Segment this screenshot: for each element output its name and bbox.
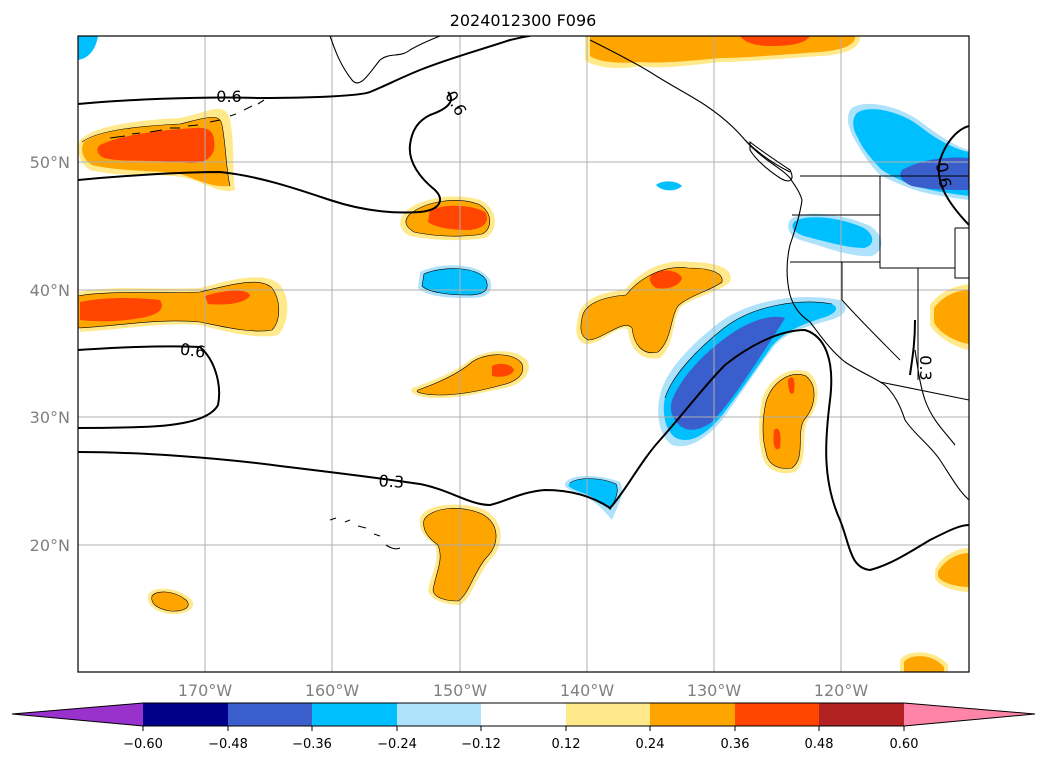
vancouver-island bbox=[749, 140, 793, 182]
bc-coast bbox=[744, 139, 803, 201]
lon-label: 130°W bbox=[687, 681, 742, 700]
map-frame bbox=[77, 35, 970, 673]
lat-label: 20°N bbox=[30, 536, 70, 555]
colorbar-segment bbox=[819, 703, 904, 726]
contour-06-loop bbox=[78, 91, 452, 214]
positive-anomaly-west-band-max bbox=[80, 298, 162, 322]
positive-anomaly-33n-max bbox=[492, 363, 514, 377]
box-east bbox=[954, 227, 969, 279]
negative-anomaly-small bbox=[656, 181, 682, 191]
colorbar-tick-label: 0.60 bbox=[890, 737, 919, 752]
positive-anomaly-north-max bbox=[740, 36, 810, 46]
alaska-panhandle bbox=[589, 39, 791, 173]
colorbar-low-extend bbox=[12, 703, 143, 726]
contour-label: 0.6 bbox=[179, 339, 207, 361]
colorbar-segment bbox=[312, 703, 397, 726]
alaska-coast bbox=[329, 36, 441, 84]
colorbar-segment bbox=[481, 703, 566, 726]
latitude-labels: 50°N 40°N 30°N 20°N bbox=[30, 153, 70, 555]
positive-anomaly-east-core bbox=[934, 290, 969, 344]
colorbar-tick-label: −0.48 bbox=[208, 737, 248, 752]
positive-anomaly-west-band-max2 bbox=[205, 290, 250, 305]
negative-anomaly-corner bbox=[78, 36, 98, 60]
positive-anomaly-38n-core bbox=[580, 267, 723, 353]
gridlines bbox=[78, 36, 969, 672]
colorbar-tick-label: −0.36 bbox=[292, 737, 332, 752]
contour-06-east bbox=[937, 125, 969, 226]
contour-lines bbox=[78, 36, 969, 572]
contour-06-south bbox=[78, 345, 221, 429]
colorbar-tick-label: −0.24 bbox=[377, 737, 417, 752]
positive-anomaly-bottom-core bbox=[904, 656, 944, 672]
colorbar-ticks bbox=[142, 726, 905, 731]
colorbar-segment bbox=[650, 703, 735, 726]
mexico-border bbox=[879, 381, 969, 401]
longitude-labels: 170°W 160°W 150°W 140°W 130°W 120°W bbox=[178, 681, 869, 700]
coastlines bbox=[109, 36, 969, 550]
colorbar-segment bbox=[143, 703, 228, 726]
lon-label: 170°W bbox=[178, 681, 233, 700]
positive-anomaly-46n-max bbox=[428, 205, 488, 230]
map-title: 2024012300 F096 bbox=[450, 11, 597, 30]
colorbar-tick-label: 0.48 bbox=[805, 737, 834, 752]
borders bbox=[790, 175, 969, 401]
contour-06-north bbox=[78, 36, 531, 105]
contour-03-east bbox=[909, 319, 916, 376]
contour-label: 0.3 bbox=[378, 471, 405, 492]
lat-label: 50°N bbox=[30, 153, 70, 172]
state-border-3 bbox=[841, 262, 901, 361]
pacific-nw-coast bbox=[786, 199, 811, 323]
colorbar: −0.60 −0.48 −0.36 −0.24 −0.12 0.12 0.24 … bbox=[11, 702, 1036, 752]
colorbar-tick-label: −0.12 bbox=[461, 737, 501, 752]
positive-anomaly-38n-max bbox=[649, 270, 682, 289]
colorbar-tick-labels: −0.60 −0.48 −0.36 −0.24 −0.12 0.12 0.24 … bbox=[123, 737, 918, 752]
lat-label: 40°N bbox=[30, 281, 70, 300]
lon-label: 120°W bbox=[814, 681, 869, 700]
aleutian-islands bbox=[109, 99, 265, 139]
lon-label: 140°W bbox=[560, 681, 615, 700]
baja-coast bbox=[904, 419, 969, 501]
colorbar-segment bbox=[735, 703, 819, 726]
colorbar-tick-label: 0.36 bbox=[721, 737, 750, 752]
thin-outlines bbox=[78, 117, 833, 612]
lon-label: 160°W bbox=[305, 681, 360, 700]
colorbar-segment bbox=[397, 703, 481, 726]
negative-anomaly-25n-core bbox=[568, 478, 618, 510]
positive-anomaly-southeast-core bbox=[938, 553, 969, 587]
california-coast bbox=[809, 321, 906, 421]
map-area: 0.6 0.6 0.6 0.6 0.3 0.3 bbox=[77, 35, 970, 673]
contour-label: 0.6 bbox=[216, 87, 241, 106]
shaded-anomalies bbox=[78, 36, 969, 672]
colorbar-high-extend bbox=[904, 703, 1035, 726]
contour-label: 0.3 bbox=[916, 355, 935, 380]
colorbar-segment bbox=[566, 703, 650, 726]
colorbar-tick-label: −0.60 bbox=[123, 737, 163, 752]
colorbar-tick-label: 0.24 bbox=[636, 737, 665, 752]
negative-anomaly-44n-core bbox=[792, 217, 873, 248]
gulf-california bbox=[914, 349, 956, 446]
negative-anomaly-41n-core bbox=[422, 268, 488, 295]
colorbar-segment bbox=[228, 703, 312, 726]
colorbar-tick-label: 0.12 bbox=[552, 737, 581, 752]
positive-anomaly-nw-max bbox=[97, 127, 215, 164]
contour-label: 0.6 bbox=[932, 161, 955, 189]
lat-label: 30°N bbox=[30, 408, 70, 427]
positive-anomaly-30n-max2 bbox=[773, 428, 781, 450]
positive-anomaly-30n-max bbox=[788, 377, 795, 394]
hawaii-islands bbox=[329, 517, 401, 550]
positive-anomaly-15n-core bbox=[151, 591, 189, 612]
contour-03 bbox=[78, 328, 969, 572]
lon-label: 150°W bbox=[433, 681, 488, 700]
negative-anomaly-48n-core bbox=[900, 157, 969, 190]
